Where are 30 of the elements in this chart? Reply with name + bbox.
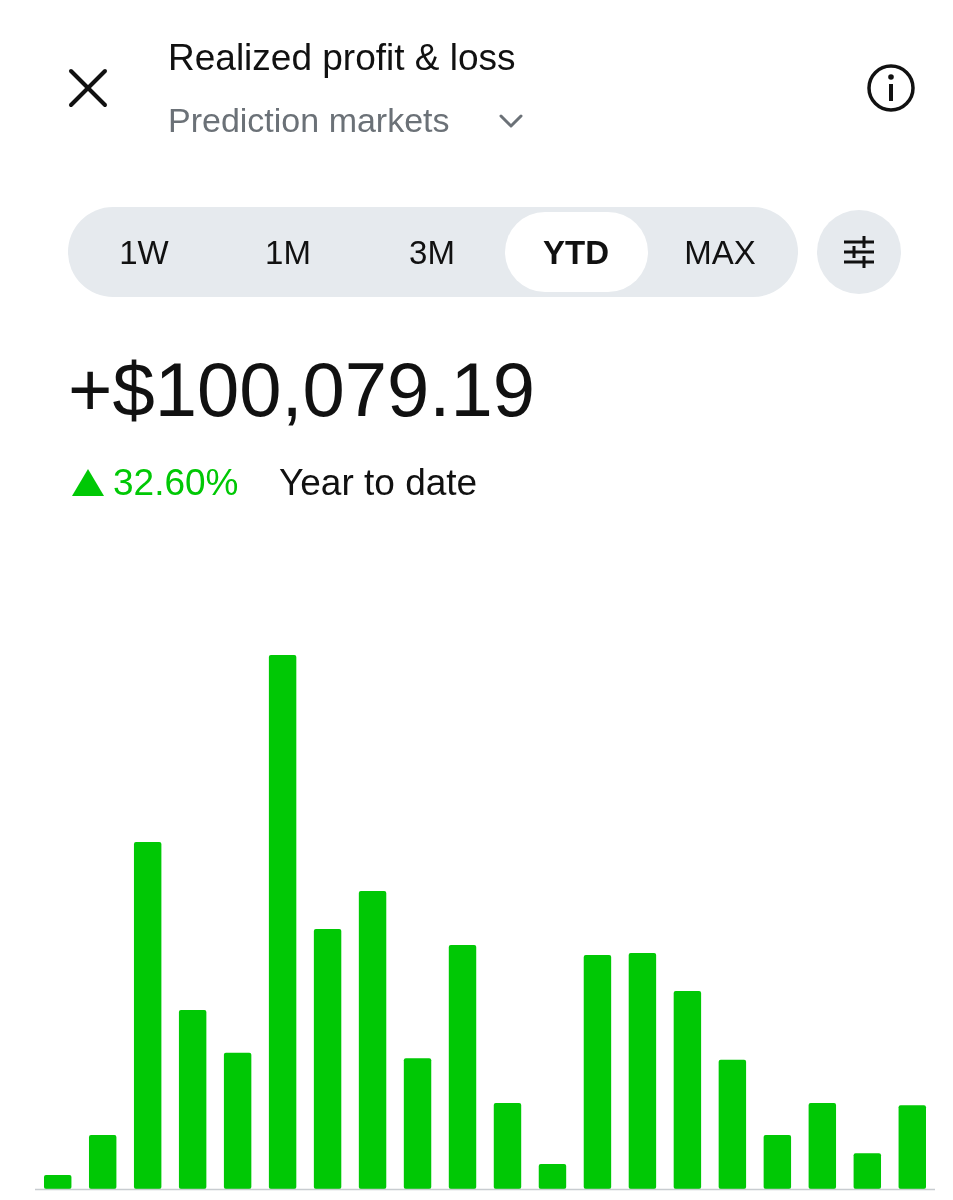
bar [898, 1105, 926, 1189]
bar [448, 944, 477, 1189]
bar [313, 928, 342, 1189]
bar [673, 990, 702, 1189]
bar [538, 1163, 567, 1189]
chart-title: Realized profit & loss [168, 37, 516, 78]
text: Year to date [279, 462, 478, 503]
chart-subtitle: Prediction markets [168, 101, 450, 139]
bar [583, 955, 612, 1189]
text: YTD [543, 234, 609, 271]
bar [763, 1135, 792, 1189]
bar [808, 1103, 837, 1189]
text: 3M [409, 234, 455, 271]
bar [178, 1010, 207, 1189]
bar [358, 891, 387, 1189]
bar [493, 1103, 522, 1189]
bar [88, 1135, 117, 1189]
bar [268, 655, 297, 1189]
bar [403, 1058, 432, 1189]
text: 1M [265, 234, 311, 271]
text: +$100,079.19 [68, 347, 536, 432]
bar [223, 1052, 252, 1189]
text: 32.60% [113, 462, 239, 503]
text: 1W [119, 234, 170, 271]
bar [718, 1059, 747, 1189]
bar [853, 1153, 882, 1189]
bar [44, 1175, 72, 1189]
text: MAX [684, 234, 756, 271]
bar [628, 952, 657, 1189]
bar [133, 841, 162, 1189]
